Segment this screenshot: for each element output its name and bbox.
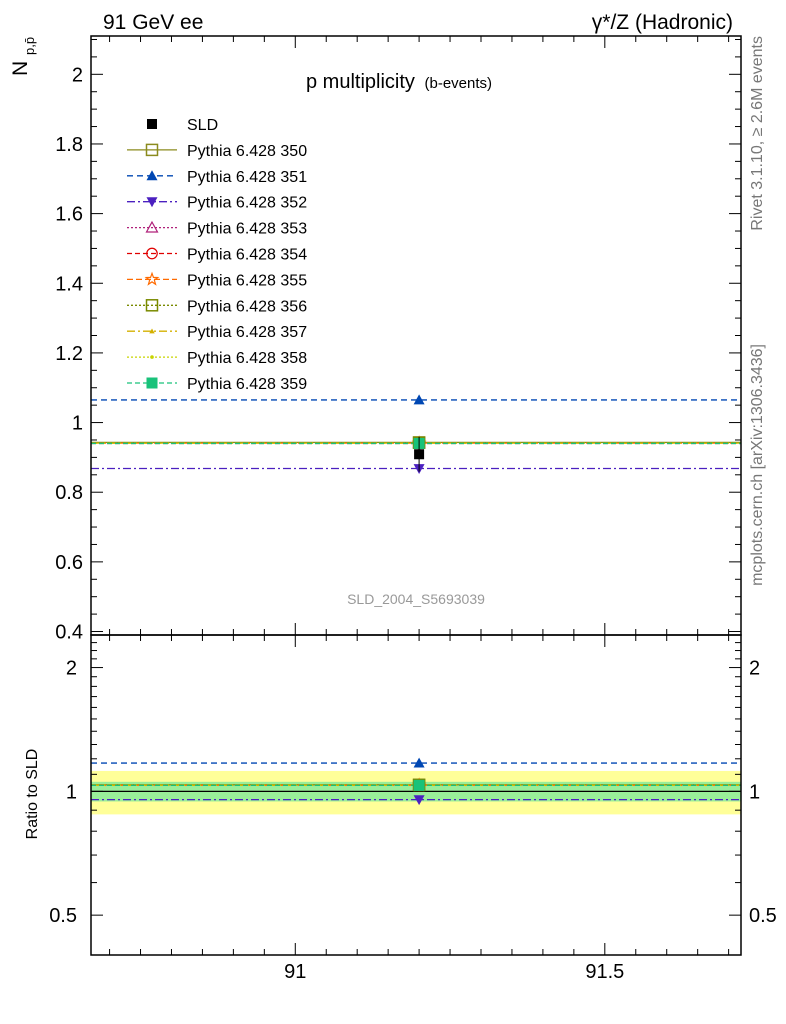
ratio-tick-label-right: 0.5 (749, 905, 777, 927)
legend-marker-1 (146, 170, 158, 181)
y-axis-label: N p,p̄ (9, 37, 37, 76)
legend-marker-4 (146, 247, 158, 260)
legend-marker-2 (146, 197, 158, 208)
legend-marker-8 (150, 355, 154, 359)
y-tick-label: 1.4 (55, 273, 83, 295)
chart-title-sub: (b-events) (424, 75, 492, 92)
y-tick-label: 1.2 (55, 343, 83, 365)
ratio-marker-1 (413, 757, 425, 768)
y-tick-label: 0.4 (55, 622, 83, 644)
x-tick-label: 91.5 (585, 961, 624, 983)
y-axis-label-sub: p,p̄ (22, 37, 37, 55)
legend-marker-0 (145, 143, 159, 157)
axis-tick-labels: 0.4 0.6 0.8 1 1.2 1.4 1.6 1.8 2 91 91.5 0.5 0.5 1 1 2 2 (49, 64, 777, 983)
ratio-tick-label-right: 2 (749, 658, 760, 680)
legend-label-7: Pythia 6.428 357 (187, 324, 307, 341)
legend-label-5: Pythia 6.428 355 (187, 272, 307, 289)
legend-marker-7 (149, 328, 155, 334)
legend: SLD Pythia 6.428 350 Pythia 6.428 351 Pythi… (127, 117, 307, 393)
ratio-axis-label: Ratio to SLD (24, 749, 41, 840)
series-markers (411, 394, 427, 806)
legend-label-1: Pythia 6.428 351 (187, 169, 307, 186)
ratio-marker-2 (413, 795, 425, 806)
legend-label-8: Pythia 6.428 358 (187, 350, 307, 367)
ratio-uncertainty-bands (91, 770, 741, 815)
y-tick-label: 1 (72, 413, 83, 435)
legend-marker-9 (146, 377, 158, 389)
analysis-id: SLD_2004_S5693039 (347, 591, 485, 607)
ratio-plot-frame (90, 634, 742, 956)
legend-marker-3 (145, 220, 159, 233)
ratio-marker-9 (413, 779, 425, 791)
legend-label-4: Pythia 6.428 354 (187, 247, 307, 264)
rivet-label: Rivet 3.1.10, ≥ 2.6M events (749, 36, 766, 231)
ratio-tick-label: 1 (66, 781, 77, 803)
ratio-tick-label: 0.5 (49, 905, 77, 927)
legend-label-0: Pythia 6.428 350 (187, 143, 307, 160)
mcplots-label: mcplots.cern.ch [arXiv:1306.3436] (749, 344, 766, 586)
y-tick-label: 1.8 (55, 134, 83, 156)
x-tick-label: 91 (284, 961, 306, 983)
y-tick-label: 0.8 (55, 482, 83, 504)
series-marker-1 (413, 394, 425, 405)
y-axis-label-main: N (9, 61, 32, 76)
legend-label-9: Pythia 6.428 359 (187, 376, 307, 393)
legend-marker-6 (145, 299, 159, 312)
legend-marker-5 (144, 271, 160, 286)
chart-title: p multiplicity (b-events) (306, 71, 492, 93)
ratio-tick-label-right: 1 (749, 781, 760, 803)
chart-title-main: p multiplicity (306, 71, 415, 93)
legend-marker-data (147, 119, 157, 129)
header-left: 91 GeV ee (103, 11, 203, 34)
y-tick-label: 1.6 (55, 204, 83, 226)
data-point (414, 449, 425, 460)
ratio-tick-label: 2 (66, 658, 77, 680)
y-tick-label: 0.6 (55, 552, 83, 574)
legend-label-data: SLD (187, 117, 218, 134)
y-tick-label: 2 (72, 64, 83, 86)
legend-label-3: Pythia 6.428 353 (187, 221, 307, 238)
legend-label-6: Pythia 6.428 356 (187, 298, 307, 315)
header-right: γ*/Z (Hadronic) (592, 11, 733, 34)
legend-label-2: Pythia 6.428 352 (187, 195, 307, 212)
axis-ticks (91, 36, 741, 956)
